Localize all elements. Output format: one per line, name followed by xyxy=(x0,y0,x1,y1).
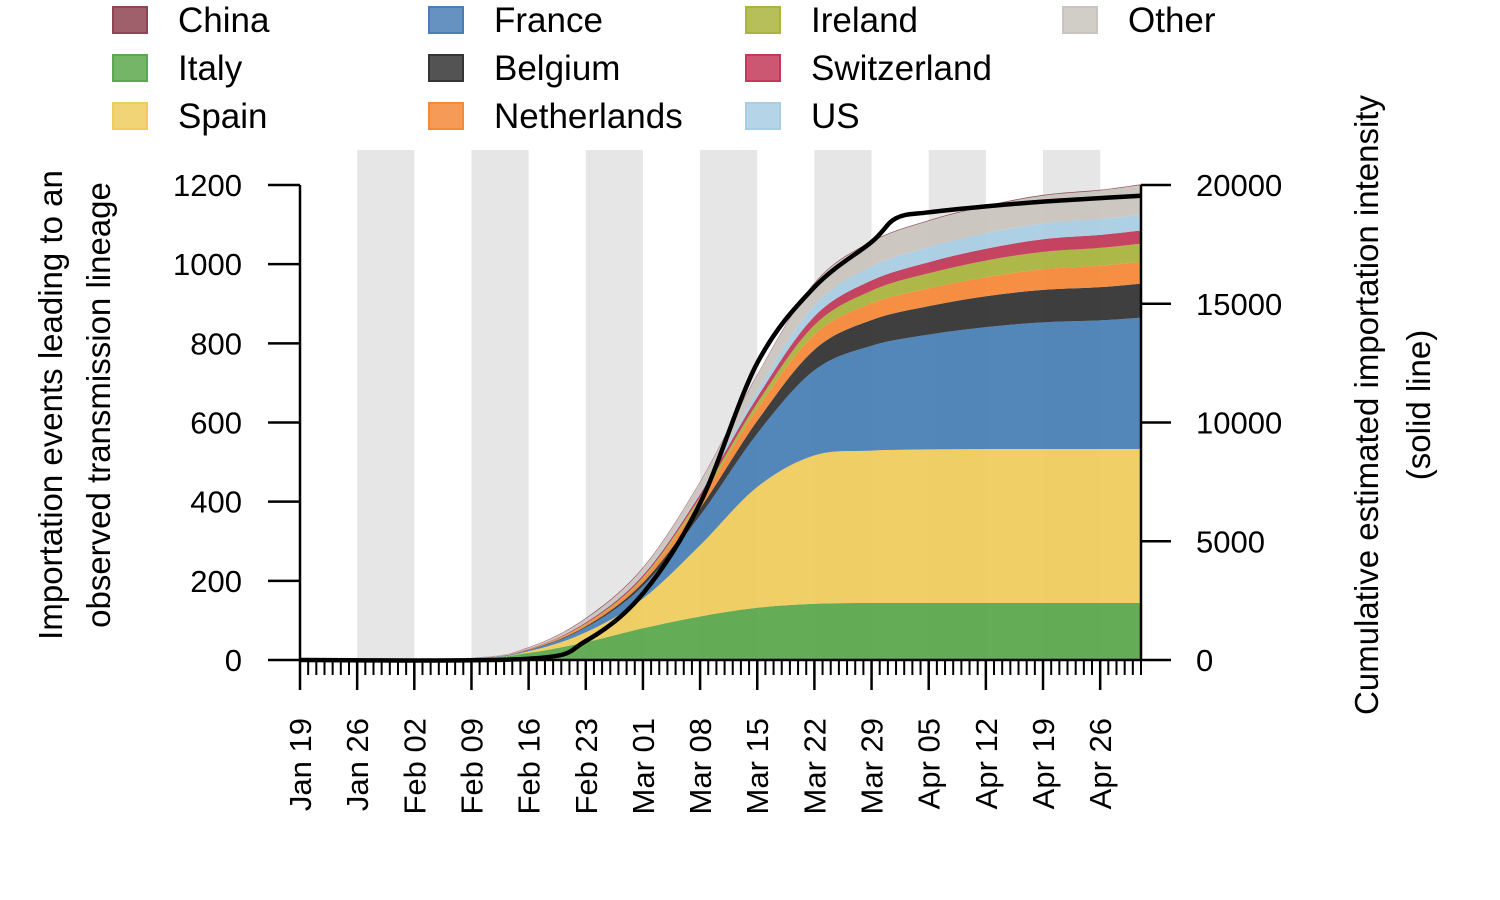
x-tick-label: Apr 26 xyxy=(1083,718,1118,809)
legend: China Italy Spain France Belgium Netherlands I… xyxy=(112,1,1216,136)
legend-label-italy: Italy xyxy=(178,49,243,88)
left-tick-label: 1200 xyxy=(173,168,242,203)
legend-swatch-france xyxy=(428,6,464,34)
legend-label-netherlands: Netherlands xyxy=(494,97,683,136)
x-tick-label: Feb 16 xyxy=(512,718,547,815)
x-tick-label: Feb 23 xyxy=(569,718,604,815)
legend-label-belgium: Belgium xyxy=(494,49,620,88)
x-tick-label: Mar 01 xyxy=(626,718,661,814)
legend-swatch-china xyxy=(112,6,148,34)
x-tick-label: Mar 22 xyxy=(797,718,832,814)
x-tick-label: Apr 05 xyxy=(912,718,947,809)
week-band xyxy=(471,150,529,660)
legend-swatch-belgium xyxy=(428,54,464,82)
left-tick-label: 600 xyxy=(190,406,242,441)
legend-swatch-netherlands xyxy=(428,102,464,130)
right-tick-label: 10000 xyxy=(1196,406,1282,441)
legend-swatch-ireland xyxy=(745,6,781,34)
legend-label-france: France xyxy=(494,1,603,40)
week-band xyxy=(585,150,643,660)
left-tick-label: 0 xyxy=(225,643,242,678)
left-axis-title-line1: Importation events leading to an xyxy=(32,170,69,640)
x-tick-label: Mar 15 xyxy=(740,718,775,814)
left-tick-label: 1000 xyxy=(173,247,242,282)
legend-swatch-spain xyxy=(112,102,148,130)
legend-label-us: US xyxy=(811,97,860,136)
left-axis-title-line2: observed transmission lineage xyxy=(80,182,117,628)
legend-swatch-switzerland xyxy=(745,54,781,82)
legend-label-china: China xyxy=(178,1,270,40)
legend-label-other: Other xyxy=(1128,1,1216,40)
legend-swatch-us xyxy=(745,102,781,130)
legend-label-spain: Spain xyxy=(178,97,268,136)
legend-swatch-other xyxy=(1062,6,1098,34)
x-tick-label: Jan 26 xyxy=(340,718,375,811)
legend-label-switzerland: Switzerland xyxy=(811,49,992,88)
right-tick-label: 20000 xyxy=(1196,168,1282,203)
week-band xyxy=(357,150,415,660)
area-belgium xyxy=(300,283,1141,660)
right-tick-label: 5000 xyxy=(1196,524,1265,559)
x-tick-label: Feb 02 xyxy=(397,718,432,815)
right-tick-label: 0 xyxy=(1196,643,1213,678)
area-italy xyxy=(300,602,1141,660)
x-tick-label: Mar 08 xyxy=(683,718,718,814)
right-axis-title-line1: Cumulative estimated importation intensi… xyxy=(1348,95,1385,715)
legend-swatch-italy xyxy=(112,54,148,82)
legend-label-ireland: Ireland xyxy=(811,1,918,40)
right-tick-label: 15000 xyxy=(1196,287,1282,322)
area-france xyxy=(300,317,1141,660)
x-tick-label: Apr 19 xyxy=(1026,718,1061,809)
left-tick-label: 400 xyxy=(190,485,242,520)
stacked-areas xyxy=(300,184,1141,660)
x-tick-label: Mar 29 xyxy=(855,718,890,814)
x-tick-label: Apr 12 xyxy=(969,718,1004,809)
left-tick-label: 800 xyxy=(190,326,242,361)
cumulative-line xyxy=(299,193,1142,663)
x-tick-label: Jan 19 xyxy=(283,718,318,811)
x-tick-label: Feb 09 xyxy=(454,718,489,815)
left-tick-label: 200 xyxy=(190,564,242,599)
right-axis-title-line2: (solid line) xyxy=(1400,330,1437,480)
area-spain xyxy=(300,449,1141,660)
